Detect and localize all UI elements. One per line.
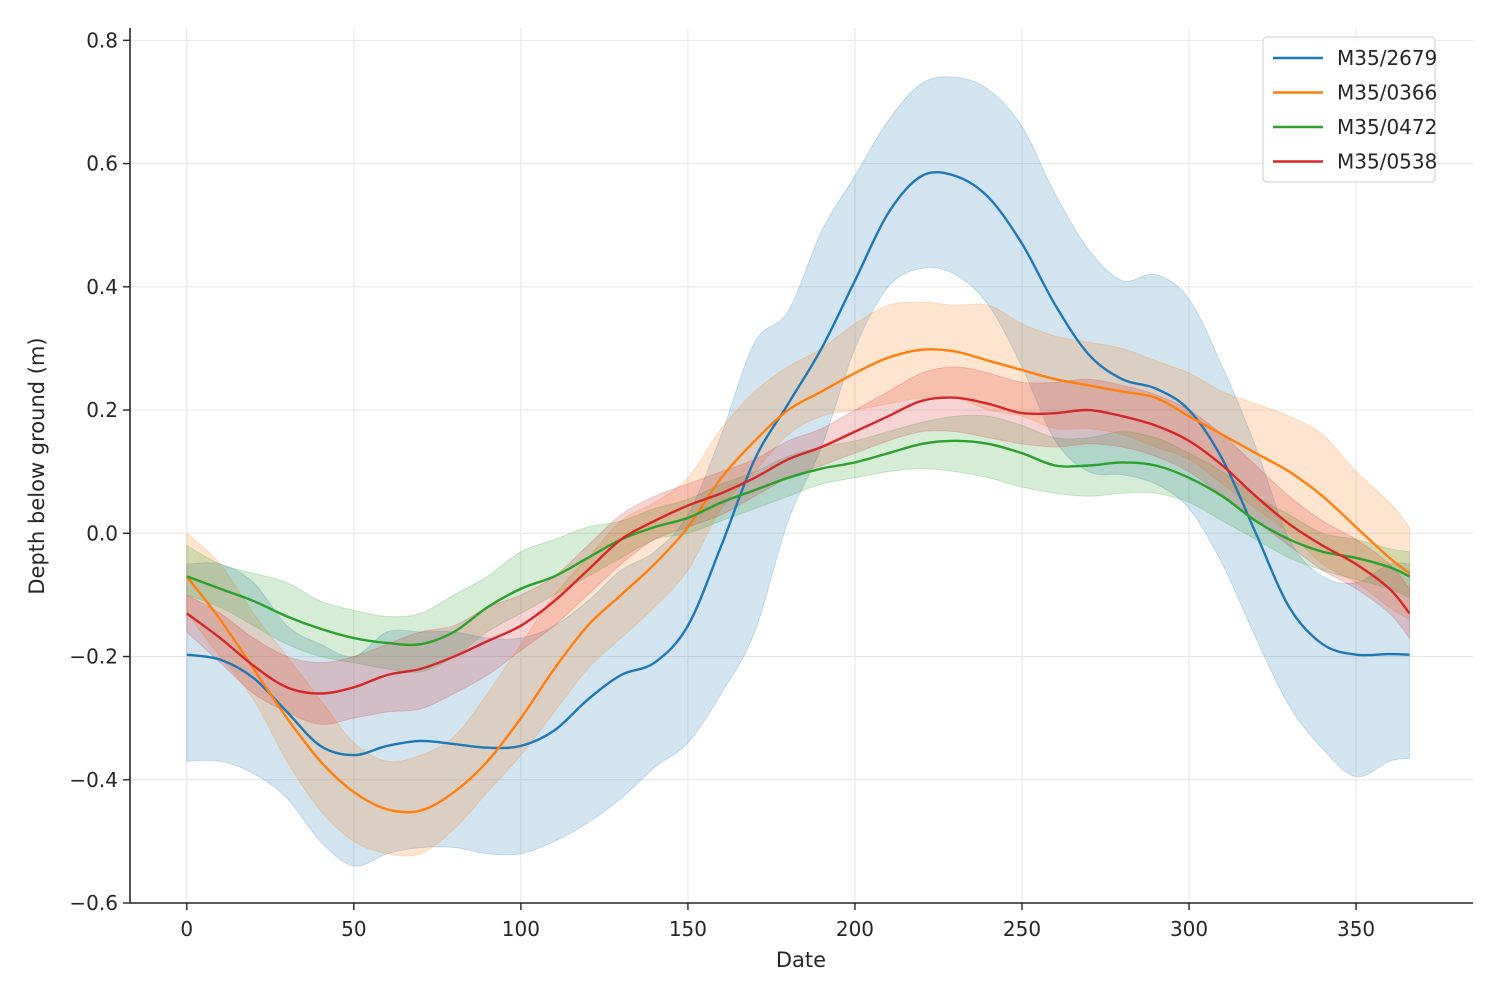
confidence-band-M35/0366	[186, 301, 1411, 857]
x-tick-label: 300	[1170, 917, 1208, 941]
x-tick-label: 0	[180, 917, 193, 941]
confidence-band-M35/2679	[186, 76, 1411, 867]
confidence-band-M35/0472	[186, 414, 1411, 674]
y-tick-label: 0.4	[86, 275, 118, 299]
y-tick-label: 0.6	[86, 152, 118, 176]
series-line-M35/0366	[185, 348, 1411, 814]
x-tick-label: 350	[1337, 917, 1375, 941]
confidence-bands	[186, 76, 1411, 867]
x-tick-label: 250	[1003, 917, 1041, 941]
y-tick-label: 0.8	[86, 28, 118, 52]
y-axis-label: Depth below ground (m)	[25, 337, 49, 594]
legend: M35/2679 M35/0366 M35/0472 M35/0538	[1262, 36, 1437, 183]
grid	[130, 28, 1473, 904]
series-line-M35/2679	[186, 171, 1410, 757]
x-tick-label: 200	[836, 917, 874, 941]
x-ticks: 0 50 100 150 200 250 300 350	[180, 903, 1375, 941]
x-tick-label: 50	[341, 917, 366, 941]
y-ticks: −0.6 −0.4 −0.2 0.0 0.2 0.4 0.6 0.8	[69, 28, 130, 915]
y-tick-label: 0.0	[86, 521, 118, 545]
series-line-M35/0538	[186, 396, 1411, 695]
y-tick-label: −0.6	[69, 891, 118, 915]
x-tick-label: 150	[669, 917, 707, 941]
legend-label: M35/2679	[1337, 46, 1437, 70]
series-lines	[185, 171, 1411, 814]
y-tick-label: −0.2	[69, 645, 118, 669]
x-tick-label: 100	[502, 917, 540, 941]
legend-label: M35/0538	[1337, 150, 1437, 174]
confidence-band-M35/0538	[186, 366, 1411, 725]
y-tick-label: −0.4	[69, 768, 118, 792]
x-axis-label: Date	[776, 948, 826, 972]
legend-label: M35/0366	[1337, 81, 1437, 105]
y-tick-label: 0.2	[86, 398, 118, 422]
legend-frame	[1262, 36, 1436, 183]
legend-label: M35/0472	[1337, 115, 1437, 139]
series-line-M35/0472	[186, 439, 1411, 647]
